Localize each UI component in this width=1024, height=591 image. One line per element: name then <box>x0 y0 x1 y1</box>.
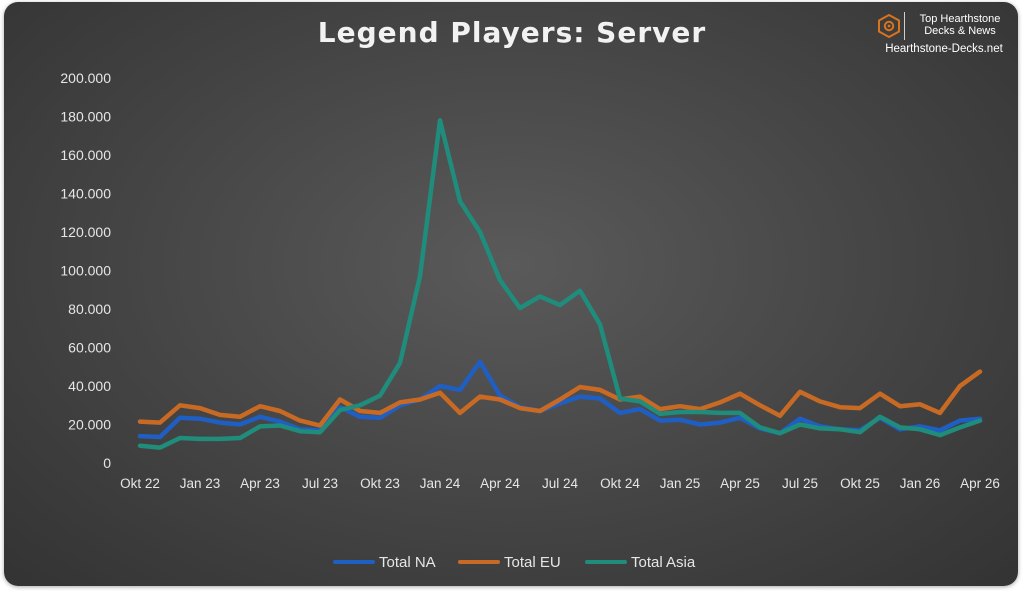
y-tick-label: 200.000 <box>60 70 111 86</box>
brand-divider <box>904 12 905 40</box>
brand-tagline-2: Decks & News <box>924 25 996 37</box>
legend-swatch <box>458 560 500 564</box>
y-tick-label: 20.000 <box>68 417 111 433</box>
y-tick-label: 0 <box>103 455 111 471</box>
brand-block: Top Hearthstone Decks & News Hearthstone… <box>872 8 1012 60</box>
x-tick-label: Jul 24 <box>542 476 579 491</box>
y-tick-label: 140.000 <box>60 186 111 202</box>
legend-swatch <box>585 560 627 564</box>
legend-item: Total EU <box>458 552 561 572</box>
x-tick-label: Okt 22 <box>120 476 160 491</box>
x-tick-label: Jan 23 <box>180 476 221 491</box>
x-axis: Okt 22 Jan 23 Apr 23 Jul 23 Okt 23 Jan 24 Apr … <box>120 476 1000 491</box>
legend-swatch <box>333 560 375 564</box>
legend-item: Total Asia <box>585 552 695 572</box>
chart-title: Legend Players: Server <box>317 16 707 49</box>
x-tick-label: Okt 25 <box>840 476 880 491</box>
x-tick-label: Okt 24 <box>600 476 640 491</box>
y-axis: 0 20.000 40.000 60.000 80.000 100.000 120.000 1… <box>60 70 111 471</box>
legend-label: Total EU <box>504 553 561 571</box>
y-tick-label: 100.000 <box>60 263 111 279</box>
series-line-total-eu <box>137 369 983 428</box>
y-tick-label: 80.000 <box>68 301 111 317</box>
legend-item: Total NA <box>333 552 436 572</box>
legend-label: Total Asia <box>631 553 696 571</box>
legend: Total NA Total EU Total Asia <box>0 552 1024 572</box>
series-line-total-asia <box>137 118 983 450</box>
y-tick-label: 60.000 <box>68 340 111 356</box>
hexagon-swirl-icon <box>878 14 900 38</box>
brand-site: Hearthstone-Decks.net <box>885 43 1003 55</box>
x-tick-label: Apr 23 <box>240 476 280 491</box>
y-tick-label: 180.000 <box>60 109 111 125</box>
x-tick-label: Apr 26 <box>960 476 1000 491</box>
x-tick-label: Apr 24 <box>480 476 520 491</box>
brand-tagline-1: Top Hearthstone <box>919 13 1001 25</box>
y-tick-label: 40.000 <box>68 378 111 394</box>
y-tick-label: 160.000 <box>60 147 111 163</box>
x-tick-label: Jul 23 <box>302 476 338 491</box>
x-tick-label: Okt 23 <box>360 476 400 491</box>
series-group <box>137 118 983 450</box>
x-tick-label: Apr 25 <box>720 476 760 491</box>
x-tick-label: Jan 24 <box>420 476 461 491</box>
legend-label: Total NA <box>379 553 436 571</box>
y-tick-label: 120.000 <box>60 224 111 240</box>
x-tick-label: Jan 25 <box>660 476 701 491</box>
x-tick-label: Jan 26 <box>900 476 941 491</box>
x-tick-label: Jul 25 <box>782 476 818 491</box>
